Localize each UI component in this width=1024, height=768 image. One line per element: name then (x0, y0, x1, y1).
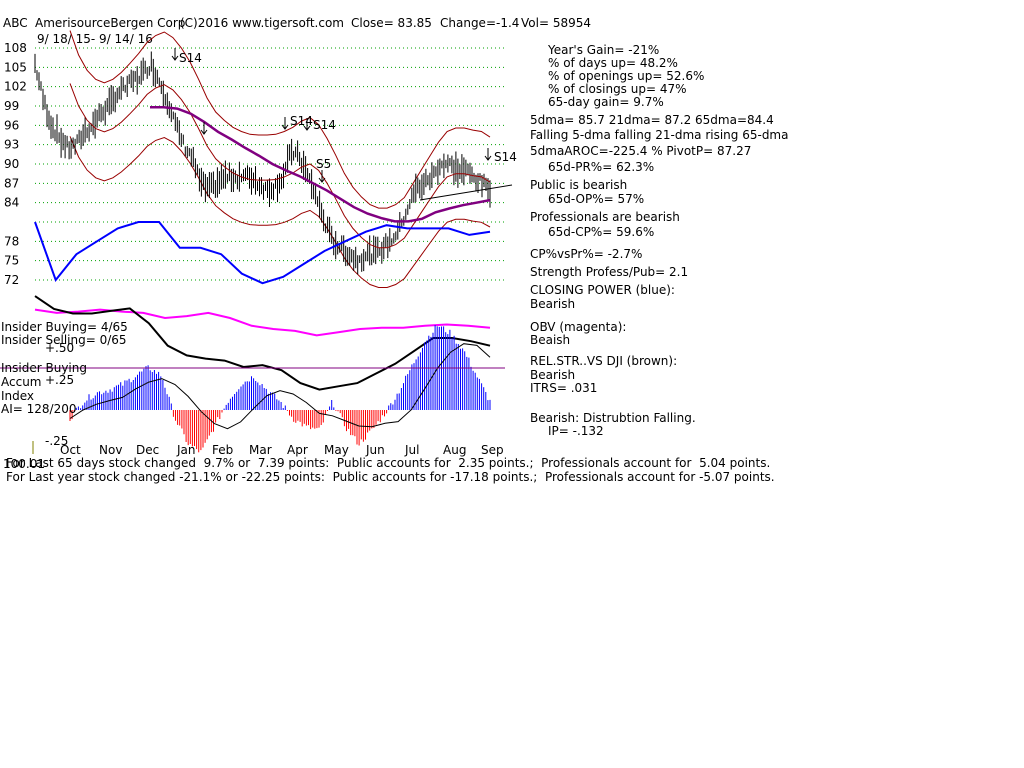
y-tick-102: 102 (4, 80, 27, 94)
y-tick-96: 96 (4, 118, 19, 132)
y-tick-90: 90 (4, 157, 19, 171)
stat-strength-ratio: Strength Profess/Pub= 2.1 (530, 265, 688, 279)
month-label-mar: Mar (249, 443, 272, 457)
stat-cp-vs-pr: CP%vsPr%= -2.7% (530, 247, 642, 261)
ai-moving-average (69, 343, 491, 430)
month-label-sep: Sep (481, 443, 504, 457)
stat-ma-trend: Falling 5-dma falling 21-dma rising 65-d… (530, 128, 788, 142)
stat-65d-cp: 65d-CP%= 59.6% (548, 225, 654, 239)
stat-65d-pr: 65d-PR%= 62.3% (548, 160, 654, 174)
trend-line (419, 184, 513, 201)
price-axis-labels: 108 105 102 99 96 93 90 87 84 78 75 72 (4, 41, 27, 287)
line-65dma (150, 106, 491, 223)
lower-band (69, 136, 491, 288)
insider-buying-count: Insider Buying= 4/65 (1, 320, 128, 334)
accum-label: Accum (1, 375, 42, 389)
line-closing-power (34, 221, 491, 285)
y-tick-87: 87 (4, 176, 19, 190)
signal-label-s14-apr-b: S14 (313, 118, 336, 132)
stat-ai-verdict: Bearish: Distrubtion Falling. (530, 411, 696, 425)
summary-65-days: For Last 65 days stock changed 9.7% or 7… (6, 456, 771, 470)
y-tick-84: 84 (4, 196, 19, 210)
y-tick-108: 108 (4, 41, 27, 55)
stat-relstr-value: Bearish (530, 368, 575, 382)
signal-arrowhead-1 (200, 129, 208, 135)
stat-professionals: Professionals are bearish (530, 210, 680, 224)
month-label-jun: Jun (365, 443, 385, 457)
line-rel-strength (34, 295, 491, 391)
y-tick-105: 105 (4, 60, 27, 74)
stat-65d-op: 65d-OP%= 57% (548, 192, 644, 206)
stat-itrs: ITRS= .031 (530, 381, 597, 395)
index-label: Index (1, 389, 34, 403)
ai-tick-plus25: +.25 (45, 373, 74, 387)
accumulation-index-histogram (69, 325, 491, 453)
y-tick-93: 93 (4, 138, 19, 152)
signal-arrowhead-2 (281, 124, 289, 130)
signal-label-s14-sep: S14 (494, 150, 517, 164)
overlap-text: 100.01 (3, 457, 45, 471)
month-label-nov: Nov (99, 443, 122, 457)
signal-arrowhead-4 (484, 155, 492, 161)
ai-tick-minus25: -.25 (45, 434, 68, 448)
month-label-apr: Apr (287, 443, 308, 457)
date-range: 9/ 18/ 15- 9/ 14/ 16 (37, 32, 153, 46)
insider-buying-label: Insider Buying (1, 361, 87, 375)
month-label-oct: Oct (60, 443, 81, 457)
stat-relstr-label: REL.STR..VS DJI (brown): (530, 354, 677, 368)
y-tick-72: 72 (4, 273, 19, 287)
ai-tick-plus50: +.50 (45, 341, 74, 355)
change-value: Change=-1.4 (440, 16, 519, 30)
signal-arrowhead-5 (318, 177, 326, 183)
signal-label-s5: S5 (316, 157, 331, 171)
ticker-label: ABC (3, 16, 28, 30)
stats-panel: Year's Gain= -21% % of days up= 48.2% % … (530, 43, 788, 438)
stat-obv-value: Beaish (530, 333, 570, 347)
month-label-aug: Aug (443, 443, 466, 457)
signal-label-s14-apr-a: S14 (290, 114, 313, 128)
stat-years-gain: Year's Gain= -21% (547, 43, 659, 57)
signal-arrowhead-3 (303, 125, 311, 131)
stat-ip: IP= -.132 (548, 424, 604, 438)
ai-label: AI= 128/200 (1, 402, 76, 416)
month-label-jan: Jan (176, 443, 196, 457)
line-21dma (69, 83, 491, 249)
price-bands (69, 30, 491, 288)
month-label-dec: Dec (136, 443, 159, 457)
copyright-label: (C)2016 www.tigersoft.com (180, 16, 344, 30)
company-name: AmerisourceBergen Corp (35, 16, 185, 30)
y-tick-75: 75 (4, 254, 19, 268)
stat-closing-power-value: Bearish (530, 297, 575, 311)
stat-obv-label: OBV (magenta): (530, 320, 626, 334)
upper-band (69, 30, 491, 209)
stat-mas: 5dma= 85.7 21dma= 87.2 65dma=84.4 (530, 113, 774, 127)
stat-days-up: % of days up= 48.2% (548, 56, 678, 70)
stat-closings-up: % of closings up= 47% (548, 82, 687, 96)
signal-arrowhead-0 (171, 55, 179, 61)
month-label-feb: Feb (212, 443, 233, 457)
summary-year: For Last year stock changed -21.1% or -2… (6, 470, 775, 484)
close-value: Close= 83.85 (351, 16, 432, 30)
indicator-lines (34, 83, 513, 391)
month-label-jul: Jul (404, 443, 419, 457)
stat-closing-power-label: CLOSING POWER (blue): (530, 283, 675, 297)
stat-aroc-pivot: 5dmaAROC=-225.4 % PivotP= 87.27 (530, 144, 751, 158)
month-labels: Oct Nov Dec Jan Feb Mar Apr May Jun Jul Aug Sep (60, 443, 504, 457)
stat-65day-gain: 65-day gain= 9.7% (548, 95, 664, 109)
signal-arrows (171, 48, 492, 183)
stat-openings-up: % of openings up= 52.6% (548, 69, 704, 83)
stat-public: Public is bearish (530, 178, 627, 192)
y-tick-99: 99 (4, 99, 19, 113)
volume-value: Vol= 58954 (521, 16, 591, 30)
month-label-may: May (324, 443, 349, 457)
y-tick-78: 78 (4, 234, 19, 248)
signal-label-s14-dec: S14 (179, 51, 202, 65)
insider-selling-count: Insider Selling= 0/65 (1, 333, 127, 347)
